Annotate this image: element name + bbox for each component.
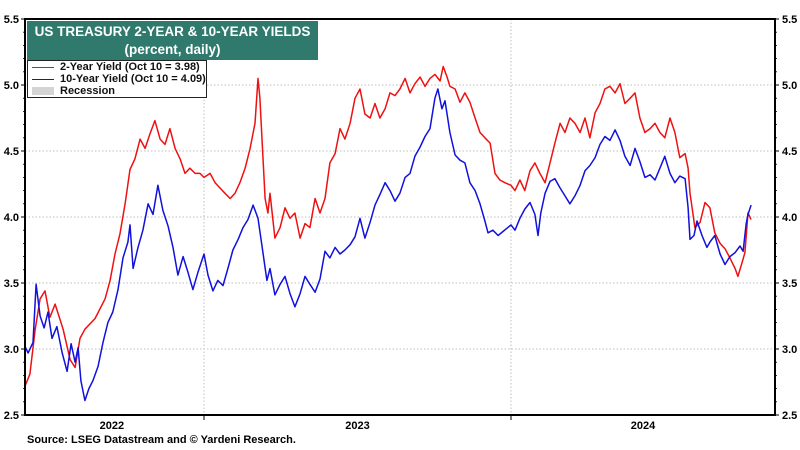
y-tick-label-right: 4.0	[782, 212, 797, 224]
legend-item-2-year: 2-Year Yield (Oct 10 = 3.98)	[28, 61, 206, 73]
legend: 2-Year Yield (Oct 10 = 3.98) 10-Year Yie…	[27, 60, 207, 98]
gridlines	[25, 19, 775, 415]
y-tick-label-left: 3.5	[4, 278, 19, 290]
y-tick-label-left: 5.5	[4, 14, 19, 26]
y-tick-label-left: 4.0	[4, 212, 19, 224]
chart-title: US TREASURY 2-YEAR & 10-YEAR YIELDS	[34, 24, 311, 39]
y-tick-label-right: 5.5	[782, 14, 797, 26]
y-axis-right: 2.5 3.0 3.5 4.0 4.5 5.0 5.5	[775, 14, 797, 422]
legend-item-10-year: 10-Year Yield (Oct 10 = 4.09)	[28, 73, 206, 85]
x-tick-label: 2024	[631, 420, 656, 432]
legend-item-recession: Recession	[28, 85, 206, 97]
x-tick-label: 2022	[100, 420, 124, 432]
series-line-2-year-yield	[24, 65, 752, 387]
series-line-10-year-yield	[24, 88, 752, 402]
x-axis: 2022 2023 2024	[100, 415, 656, 432]
y-tick-label-left: 3.0	[4, 344, 19, 356]
source-note: Source: LSEG Datastream and © Yardeni Re…	[27, 434, 296, 446]
y-tick-label-left: 4.5	[4, 146, 19, 158]
y-tick-label-right: 2.5	[782, 410, 797, 422]
legend-swatch-10-year	[32, 78, 54, 80]
y-tick-label-left: 2.5	[4, 410, 19, 422]
y-tick-label-right: 4.5	[782, 146, 797, 158]
legend-swatch-2-year	[32, 66, 54, 68]
y-tick-label-left: 5.0	[4, 80, 19, 92]
y-tick-label-right: 3.0	[782, 344, 797, 356]
y-axis-left: 2.5 3.0 3.5 4.0 4.5 5.0 5.5	[4, 14, 25, 422]
legend-label-10-year: 10-Year Yield (Oct 10 = 4.09)	[60, 73, 206, 85]
x-tick-label: 2023	[345, 420, 369, 432]
y-tick-label-right: 5.0	[782, 80, 797, 92]
chart-subtitle: (percent, daily)	[124, 42, 221, 57]
legend-swatch-recession	[32, 87, 54, 95]
series-lines	[24, 65, 752, 402]
chart-title-box: US TREASURY 2-YEAR & 10-YEAR YIELDS (per…	[27, 21, 318, 60]
legend-label-recession: Recession	[60, 85, 116, 97]
y-tick-label-right: 3.5	[782, 278, 797, 290]
legend-label-2-year: 2-Year Yield (Oct 10 = 3.98)	[60, 61, 200, 73]
